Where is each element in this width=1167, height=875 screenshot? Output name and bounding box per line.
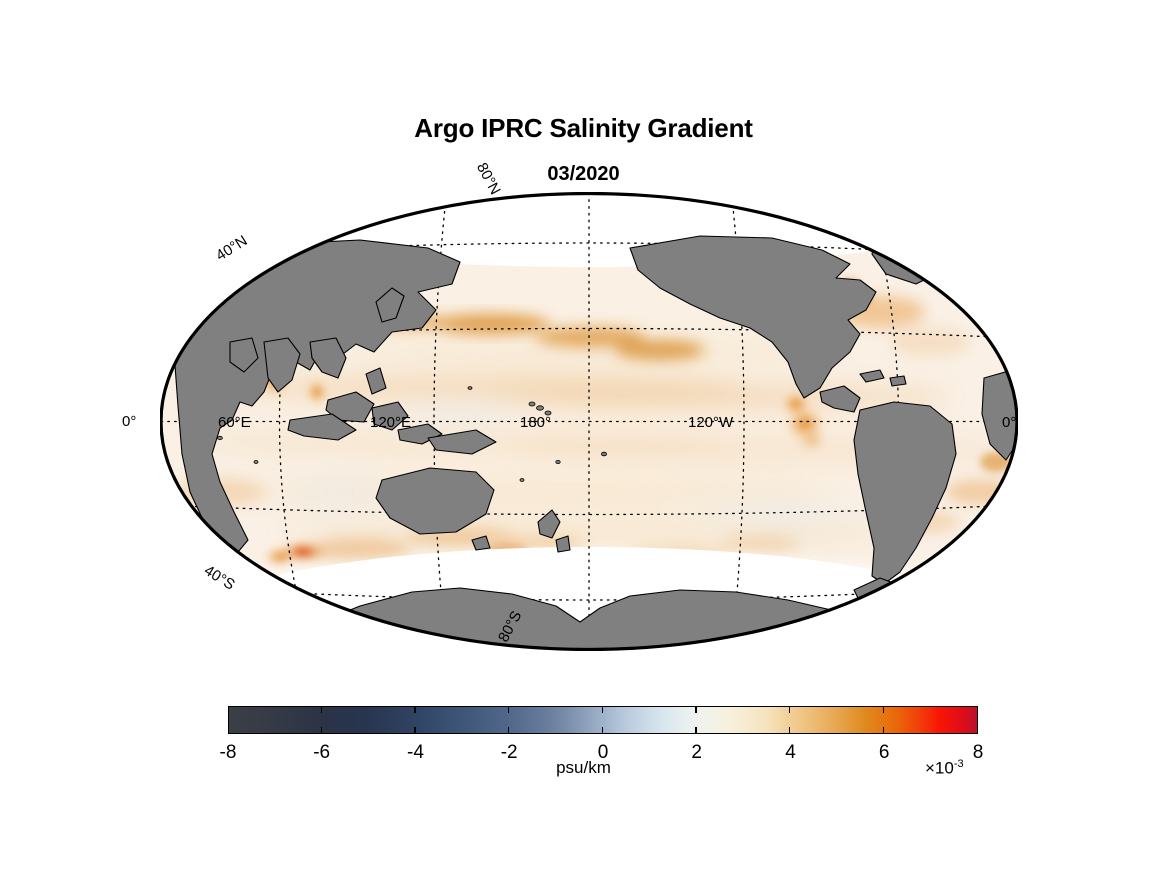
small-islands: [217, 386, 607, 482]
colorbar-tick: [320, 727, 322, 734]
lon-label-60e: 60°E: [218, 414, 251, 431]
lat-label-0: 0°: [122, 413, 137, 430]
colorbar-tick-label: 8: [972, 742, 984, 763]
colorbar-tick-label: -2: [500, 742, 518, 763]
exponent-prefix: ×10: [925, 758, 954, 778]
colorbar-tick: [789, 706, 791, 713]
colorbar-tick-label: 6: [878, 742, 890, 763]
colorbar-tick-label: -4: [407, 742, 424, 763]
colorbar-tick: [320, 706, 322, 713]
colorbar-tick: [414, 706, 416, 713]
colorbar-tick-label: -8: [219, 742, 237, 763]
lon-label-0-right: 0°: [1002, 414, 1017, 431]
colorbar-exponent-label: ×10-3: [925, 758, 964, 779]
figure-subtitle: 03/2020: [547, 163, 620, 185]
colorbar-tick: [601, 706, 604, 713]
colorbar-tick: [882, 706, 885, 713]
mollweide-map: [160, 192, 1018, 651]
colorbar-tick: [695, 706, 697, 713]
lon-label-180: 180°: [520, 414, 552, 431]
colorbar-tick-label: 0: [597, 742, 609, 763]
map-plot-area: 80°N 40°N 0° 40°S 80°S 60°E 120°E 180° 1…: [122, 160, 1018, 651]
exponent-power: -3: [953, 758, 964, 770]
colorbar-tick: [882, 727, 885, 734]
colorbar-tick-label: -6: [313, 742, 331, 763]
figure-title: Argo IPRC Salinity Gradient: [414, 113, 753, 143]
colorbar-tick: [601, 727, 604, 734]
colorbar-tick-label: 2: [691, 742, 702, 763]
colorbar-tick-label: 4: [785, 742, 796, 763]
colorbar-unit-label: psu/km: [556, 758, 611, 777]
colorbar-tick: [508, 706, 510, 713]
colorbar-tick: [508, 727, 510, 734]
colorbar-tick: [789, 727, 791, 734]
colorbar[interactable]: -8 -6 -4 -2 0 2 4 6 8: [220, 706, 983, 763]
colorbar-tick: [414, 727, 416, 734]
lon-label-120w: 120°W: [688, 414, 734, 431]
map-outline: [160, 192, 1018, 651]
colorbar-tick: [695, 727, 697, 734]
lon-label-120e: 120°E: [370, 414, 412, 431]
